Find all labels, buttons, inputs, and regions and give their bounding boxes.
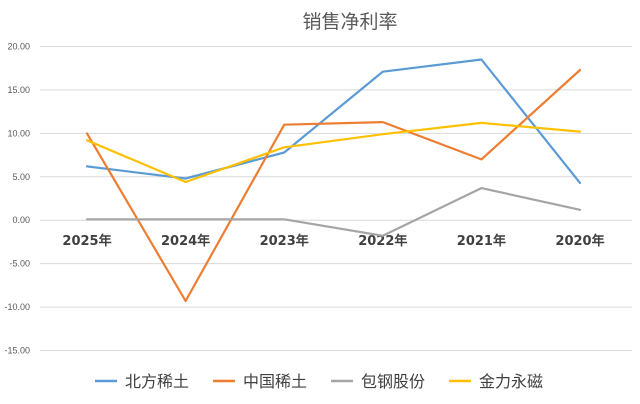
y-tick-label: -10.00 <box>4 302 30 312</box>
y-tick-label: 20.00 <box>7 42 30 52</box>
x-tick-label: 2024年 <box>161 233 210 249</box>
legend-label: 金力永磁 <box>479 372 543 391</box>
x-tick-label: 2020年 <box>555 233 604 249</box>
series-line-1 <box>85 68 582 303</box>
x-tick-label: 2021年 <box>457 233 506 249</box>
legend: 北方稀土 中国稀土 包钢股份 金力永磁 <box>95 372 543 391</box>
series-lines <box>85 58 582 303</box>
x-tick-label: 2023年 <box>260 233 309 249</box>
chart-title: 销售净利率 <box>302 11 397 33</box>
series-line-0 <box>85 58 582 184</box>
series-line-3 <box>85 121 582 184</box>
legend-label: 中国稀土 <box>243 372 307 391</box>
y-axis-ticks: 20.00 15.00 10.00 5.00 0.00 -5.00 -10.00 -15.00 <box>4 42 30 356</box>
x-tick-label: 2025年 <box>62 233 111 249</box>
y-tick-label: 0.00 <box>12 215 30 225</box>
y-tick-label: 10.00 <box>7 128 30 138</box>
grid <box>40 46 632 351</box>
x-axis-ticks: 2025年 2024年 2023年 2022年 2021年 2020年 <box>62 233 604 249</box>
legend-label: 北方稀土 <box>125 372 189 391</box>
y-tick-label: -5.00 <box>9 259 30 269</box>
y-tick-label: 15.00 <box>7 85 30 95</box>
x-tick-label: 2022年 <box>358 233 407 249</box>
y-tick-label: 5.00 <box>12 172 30 182</box>
y-tick-label: -15.00 <box>4 346 30 356</box>
legend-label: 包钢股份 <box>361 372 425 391</box>
series-line-2 <box>85 187 582 237</box>
